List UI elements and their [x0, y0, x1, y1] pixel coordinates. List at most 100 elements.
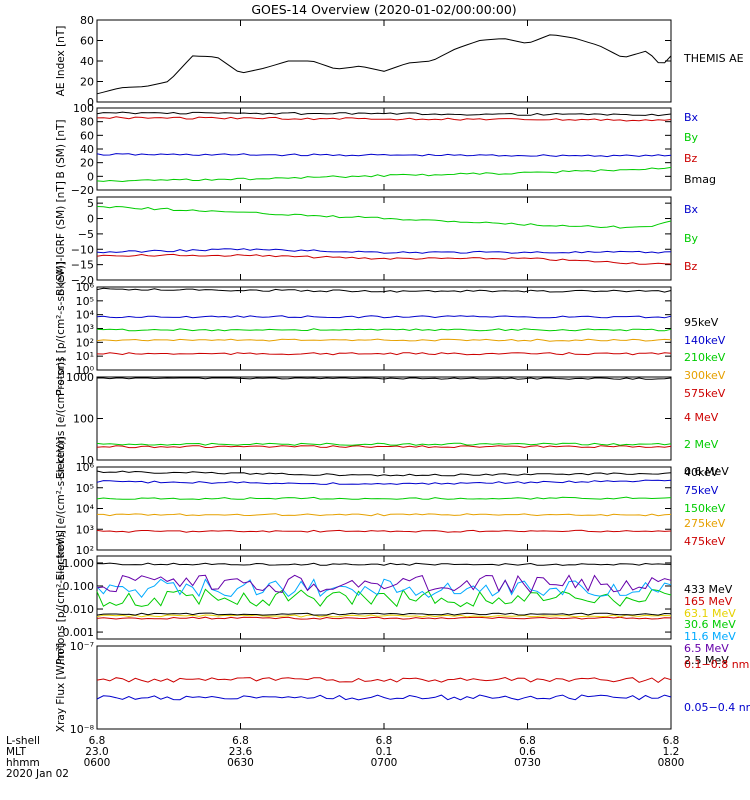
y-tick-label: 10⁶: [76, 461, 95, 474]
y-tick-label: 80: [80, 116, 94, 129]
x-row-value: 0630: [227, 757, 254, 769]
y-axis-label: AE Index [nT]: [55, 26, 67, 97]
y-tick-label: 10⁴: [76, 503, 95, 516]
y-tick-label: 0: [87, 170, 94, 183]
legend-label: Bz: [684, 260, 698, 273]
y-tick-label: −10: [71, 243, 94, 256]
legend-label: 11.6 MeV: [684, 630, 736, 643]
series-line-63-1-MeV: [96, 614, 672, 618]
legend-label: By: [684, 232, 699, 245]
panel-3: −20 −15 −10 −5 0 5 B (SM)-IGRF (SM) [nT] Bx By Bz: [55, 181, 699, 296]
series-line-433-MeV: [96, 562, 672, 566]
y-tick-label: 10⁵: [76, 295, 94, 308]
y-tick-label: 10⁵: [76, 482, 94, 495]
panel-1: 0 20 40 60 80 AE Index [nT] THEMIS AE: [55, 14, 744, 109]
y-axis-label: Xray Flux [W/m²]: [55, 643, 67, 732]
legend-label: 300keV: [684, 369, 726, 382]
legend-label: 165 MeV: [684, 595, 733, 608]
series-line-95keV: [96, 287, 672, 293]
series-line-140keV: [96, 315, 672, 319]
legend-label: 4 MeV: [684, 411, 719, 424]
legend-label: Bmag: [684, 173, 716, 186]
legend-label: 0.1−0.8 nm: [684, 658, 749, 671]
y-tick-label: 0: [87, 96, 94, 109]
y-axis-label: B (SM)-IGRF (SM) [nT]: [55, 181, 67, 296]
x-row-value: 6.8: [376, 735, 393, 747]
series-line-0-1-0-8-nm: [96, 676, 672, 684]
x-row-value: 23.0: [85, 746, 108, 758]
legend-label: 210keV: [684, 351, 726, 364]
y-tick-label: 1000: [66, 371, 94, 384]
y-tick-label: 10: [80, 454, 94, 467]
y-tick-label: 10³: [76, 523, 94, 536]
series-line-30-6-MeV: [96, 588, 672, 608]
series-line-210keV: [96, 328, 672, 332]
y-tick-label: 40: [80, 143, 94, 156]
x-row-value: 0700: [371, 757, 398, 769]
series-line-2-5-MeV: [96, 612, 672, 616]
legend-label: 2.5 MeV: [684, 654, 729, 667]
y-tick-label: −20: [71, 274, 94, 287]
panel-frame: [96, 286, 672, 371]
series-line-2-MeV: [96, 442, 672, 446]
y-tick-label: 0: [87, 213, 94, 226]
y-tick-label: 10⁴: [76, 309, 95, 322]
series-line-0-6-MeV: [97, 377, 672, 380]
y-axis-label: Protons [p/(cm²-s-sr-keV)]: [55, 261, 67, 396]
y-axis-label: Protons [p/(cm²-s-sr-keV)]: [55, 530, 67, 665]
legend-label: 6.5 MeV: [684, 642, 729, 655]
y-tick-label: 10³: [76, 323, 94, 336]
y-tick-label: 10⁶: [76, 281, 95, 294]
y-tick-label: 80: [80, 14, 94, 27]
y-tick-label: 0.100: [63, 580, 95, 593]
series-line-275keV: [97, 513, 672, 517]
y-tick-label: −15: [71, 259, 94, 272]
series-line-475keV: [96, 529, 672, 533]
panel-frame: [96, 466, 672, 551]
legend-label: 0.6 MeV: [684, 465, 729, 478]
series-line-Bmag: [96, 111, 672, 117]
series-line-575keV: [96, 352, 672, 356]
legend-label: Bx: [684, 203, 699, 216]
x-row-value: 0.1: [376, 746, 393, 758]
x-row-value: 6.8: [519, 735, 536, 747]
y-tick-label: −20: [71, 184, 94, 197]
series-line-11-6-MeV: [96, 578, 672, 599]
series-line-6-5-MeV: [96, 574, 672, 594]
series-line-300keV: [96, 338, 672, 342]
legend-label: 95keV: [684, 316, 719, 329]
x-row-value: 23.6: [229, 746, 253, 758]
legend-label: By: [684, 131, 699, 144]
series-line-By: [96, 166, 672, 183]
y-tick-label: 10¹: [76, 350, 94, 363]
y-tick-label: 60: [80, 129, 94, 142]
panel-frame: [96, 555, 672, 640]
legend-label: Bz: [684, 152, 698, 165]
legend-label: 75keV: [684, 484, 719, 497]
y-tick-label: 5: [87, 197, 94, 210]
y-tick-label: 0.010: [63, 603, 95, 616]
series-line-4-MeV: [96, 445, 672, 449]
x-row-value: 0600: [84, 757, 111, 769]
y-tick-label: 0.001: [63, 626, 95, 639]
x-row-value: 6.8: [663, 735, 680, 747]
series-line-40keV: [96, 470, 672, 477]
y-tick-label: 20: [80, 76, 94, 89]
series-line-165-MeV: [96, 616, 672, 620]
y-axis-label: B (SM) [nT]: [55, 119, 67, 178]
legend-label: 40keV: [684, 466, 719, 479]
y-tick-label: 40: [80, 55, 94, 68]
series-line-Bx: [96, 248, 672, 254]
x-row-label: MLT: [6, 746, 26, 758]
series-line-0-05-0-4-nm: [96, 694, 672, 701]
legend-label: 2 MeV: [684, 438, 719, 451]
x-row-label: L-shell: [6, 735, 40, 747]
x-row-value: 1.2: [663, 746, 680, 758]
y-axis-label: Electrons [e/(cm²-s-sr)]: [55, 358, 67, 479]
series-line-By: [96, 205, 672, 229]
